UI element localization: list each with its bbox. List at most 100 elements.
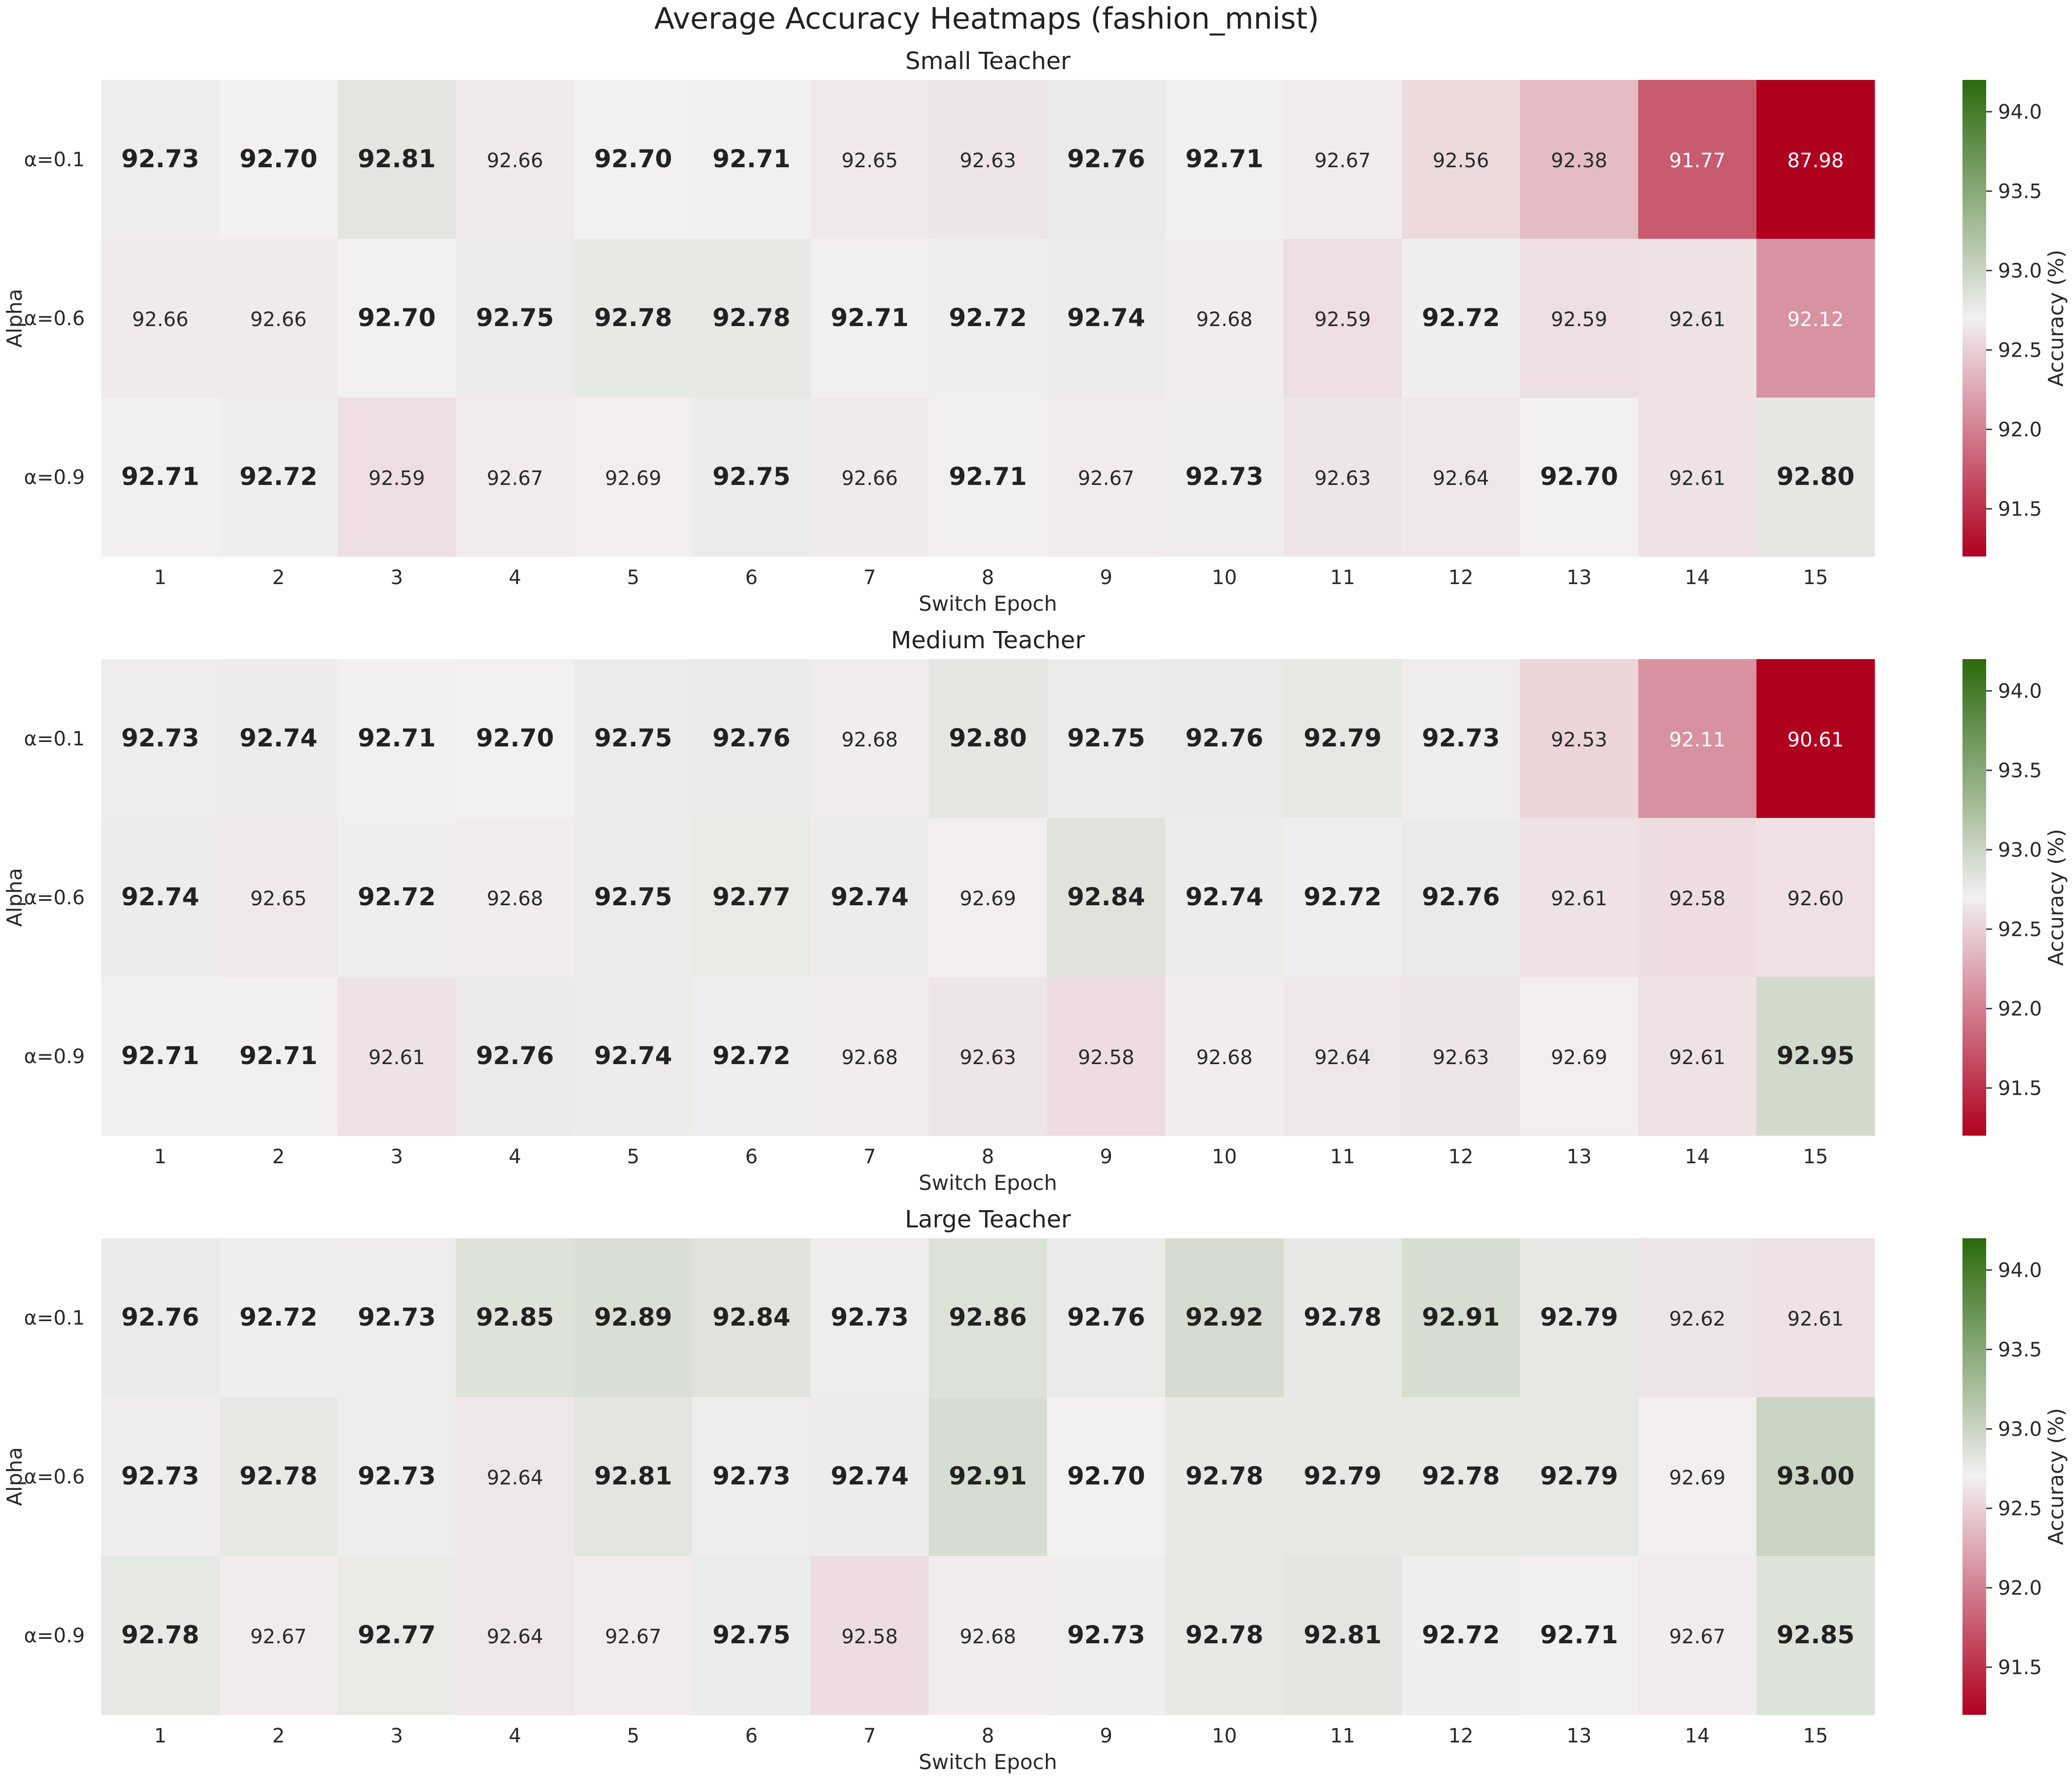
heatmap-cell: [101, 1556, 220, 1715]
heatmap-cell: [337, 1556, 456, 1715]
heatmap-cell: [1165, 977, 1284, 1136]
cell-value-label: 92.68: [487, 888, 544, 910]
heatmap-cell: [1520, 239, 1639, 398]
colorbar-tick-label: 91.5: [1998, 1656, 2042, 1679]
panel-title: Medium Teacher: [891, 627, 1085, 654]
heatmap-cell: [219, 818, 338, 977]
heatmap-cell: [1283, 1397, 1402, 1556]
x-tick-label: 14: [1685, 566, 1710, 589]
cell-value-label: 92.84: [1067, 883, 1145, 911]
heatmap-cell: [1402, 398, 1520, 557]
heatmap-cell: [456, 1238, 575, 1398]
cell-value-label: 92.58: [1669, 888, 1726, 910]
x-tick-label: 12: [1448, 1146, 1474, 1168]
heatmap-cell: [692, 1397, 811, 1556]
cell-value-label: 92.72: [949, 303, 1027, 332]
x-tick-label: 9: [1100, 566, 1112, 589]
cell-value-label: 92.80: [1776, 462, 1854, 491]
colorbar-tick-label: 93.0: [1998, 839, 2042, 861]
cell-value-label: 92.79: [1303, 1462, 1381, 1490]
heatmap-cell: [456, 80, 575, 239]
colorbar-tick-label: 94.0: [1998, 1259, 2042, 1282]
heatmap-cell: [1283, 398, 1402, 557]
heatmap-cell: [928, 818, 1047, 977]
cell-value-label: 92.81: [358, 145, 436, 173]
heatmap-cell: [811, 1238, 929, 1398]
colorbar-tick-label: 93.0: [1998, 259, 2042, 282]
x-tick-label: 7: [863, 1146, 876, 1168]
cell-value-label: 92.66: [842, 467, 898, 490]
heatmap-cell: [1165, 239, 1284, 398]
y-tick-label: α=0.6: [24, 307, 85, 330]
cell-value-label: 92.73: [1185, 462, 1263, 491]
x-tick-label: 8: [982, 566, 994, 589]
heatmap-cell: [1756, 1556, 1875, 1715]
colorbar-tick-label: 94.0: [1998, 101, 2042, 123]
heatmap-cell: [1402, 1238, 1520, 1398]
cell-value-label: 92.63: [1433, 1046, 1489, 1069]
heatmap-cell: [337, 80, 456, 239]
cell-value-label: 92.59: [1551, 308, 1608, 331]
colorbar: [1962, 80, 1986, 556]
cell-value-label: 92.75: [594, 724, 672, 752]
heatmap-cell: [1283, 659, 1402, 818]
heatmap-cell: [574, 239, 693, 398]
heatmap-cell: [456, 398, 575, 557]
cell-value-label: 92.66: [250, 308, 307, 331]
cell-value-label: 92.70: [239, 145, 317, 173]
x-tick-label: 12: [1448, 566, 1474, 589]
cell-value-label: 92.72: [239, 462, 317, 491]
x-tick-label: 8: [982, 1725, 994, 1747]
y-tick-label: α=0.6: [24, 1466, 85, 1488]
x-tick-label: 6: [745, 566, 757, 589]
heatmap-cell: [1283, 80, 1402, 239]
cell-value-label: 92.68: [960, 1626, 1016, 1648]
cell-value-label: 92.72: [1422, 303, 1500, 332]
cell-value-label: 92.74: [1185, 883, 1263, 911]
cell-value-label: 92.73: [121, 145, 199, 173]
cell-value-label: 92.61: [1669, 467, 1726, 490]
y-tick-label: α=0.9: [24, 1045, 85, 1068]
cell-value-label: 92.58: [842, 1626, 898, 1648]
cell-value-label: 92.73: [712, 1462, 790, 1490]
heatmap-cell: [1283, 1238, 1402, 1398]
heatmap-cell: [101, 659, 220, 818]
x-tick-label: 2: [272, 1725, 285, 1747]
heatmap-cell: [219, 1556, 338, 1715]
colorbar-tick-label: 94.0: [1998, 680, 2042, 703]
cell-value-label: 92.78: [1185, 1462, 1263, 1490]
colorbar-tick-label: 93.5: [1998, 180, 2042, 203]
x-tick-label: 14: [1685, 1146, 1710, 1168]
heatmap-cell: [1520, 398, 1639, 557]
cell-value-label: 92.64: [1314, 1046, 1371, 1069]
cell-value-label: 92.89: [594, 1303, 672, 1332]
cell-value-label: 92.11: [1669, 729, 1726, 751]
x-tick-label: 1: [154, 566, 166, 589]
heatmap-cell: [692, 398, 811, 557]
cell-value-label: 92.74: [594, 1041, 672, 1070]
y-axis-label: Alpha: [2, 289, 27, 347]
x-tick-label: 5: [627, 1146, 639, 1168]
heatmap-cell: [574, 398, 693, 557]
heatmap-cell: [1638, 818, 1757, 977]
heatmap-cell: [219, 1238, 338, 1398]
heatmap-cell: [811, 1397, 929, 1556]
cell-value-label: 92.78: [1422, 1462, 1500, 1490]
x-tick-label: 15: [1803, 566, 1828, 589]
cell-value-label: 87.98: [1787, 149, 1844, 172]
heatmap-cell: [219, 398, 338, 557]
heatmap-cell: [1047, 80, 1166, 239]
heatmap-cell: [337, 398, 456, 557]
heatmap-cell: [1165, 1556, 1284, 1715]
cell-value-label: 92.75: [594, 883, 672, 911]
x-tick-label: 3: [390, 566, 403, 589]
y-tick-label: α=0.1: [24, 728, 85, 750]
cell-value-label: 92.78: [1303, 1303, 1381, 1332]
heatmap-cell: [692, 818, 811, 977]
cell-value-label: 92.76: [1067, 145, 1145, 173]
heatmap-cell: [811, 80, 929, 239]
cell-value-label: 92.73: [1422, 724, 1500, 752]
heatmap-cell: [1047, 1397, 1166, 1556]
